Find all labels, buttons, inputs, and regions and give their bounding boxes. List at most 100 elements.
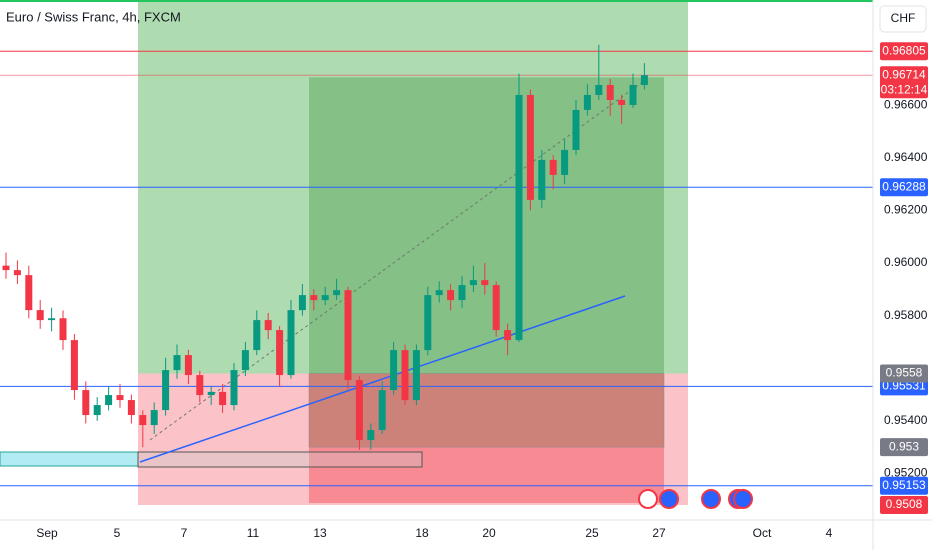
candle-body <box>561 149 569 175</box>
candle-body <box>504 330 512 341</box>
candle-body <box>36 310 44 321</box>
candles <box>2 44 648 450</box>
price-lines <box>0 50 873 487</box>
x-tick-label: Sep <box>36 526 58 540</box>
x-tick-label: 18 <box>415 526 429 540</box>
candle-body <box>367 430 375 441</box>
price-label: 0.9508 <box>886 497 923 511</box>
price-label: 0.95153 <box>882 478 926 492</box>
candle-body <box>230 370 238 406</box>
candle-body <box>355 380 363 441</box>
price-label-bg <box>880 42 928 61</box>
candle-body <box>583 94 591 110</box>
candle-body <box>344 290 352 381</box>
candle-body <box>2 265 10 271</box>
price-label: 0.96805 <box>882 43 926 57</box>
event-icon[interactable] <box>701 489 721 509</box>
x-tick-label: 7 <box>181 526 188 540</box>
candle-body <box>298 295 306 311</box>
candle-body <box>390 350 398 391</box>
candle-body <box>116 395 124 401</box>
x-tick-label: 4 <box>826 526 833 540</box>
candle-body <box>207 391 215 396</box>
candle-body <box>241 350 249 371</box>
candle-body <box>640 75 648 85</box>
candle-body <box>13 270 21 276</box>
event-icons <box>638 489 753 509</box>
price-label-bg <box>880 476 928 495</box>
profit-inner <box>309 77 664 374</box>
candle-body <box>447 290 455 301</box>
candle-body <box>184 355 192 376</box>
candle-body <box>412 350 420 401</box>
zone-left <box>0 451 139 467</box>
candle-body <box>173 355 181 371</box>
candle-body <box>549 159 557 175</box>
price-label: 0.9558 <box>886 366 923 380</box>
candle-body <box>321 295 329 301</box>
x-tick-label: Oct <box>753 526 772 540</box>
trend-line <box>139 295 626 463</box>
candle-body <box>139 415 147 426</box>
y-tick-label: 0.95200 <box>884 466 928 480</box>
x-tick-label: 5 <box>114 526 121 540</box>
price-label-bg <box>880 496 928 515</box>
candle-body <box>515 94 523 341</box>
y-tick-label: 0.95800 <box>884 308 928 322</box>
event-icon[interactable] <box>659 489 679 509</box>
candle-body <box>162 370 170 411</box>
x-tick-label: 11 <box>247 526 260 540</box>
candle-body <box>526 94 534 200</box>
x-tick-label: 20 <box>482 526 496 540</box>
candle-body <box>219 391 227 406</box>
price-label-bg <box>880 66 928 99</box>
candle-body <box>276 330 284 376</box>
price-label-bg <box>880 438 928 457</box>
x-tick-label: 25 <box>585 526 599 540</box>
candle-body <box>310 295 318 301</box>
profit-zone <box>138 0 688 374</box>
candle-body <box>264 320 272 331</box>
candle-body <box>481 280 489 286</box>
y-tick-label: 0.96000 <box>884 255 928 269</box>
price-label-bg <box>880 364 928 383</box>
candle-body <box>333 290 341 296</box>
candle-body <box>25 275 33 311</box>
y-tick-label: 0.96400 <box>884 150 928 164</box>
y-tick-label: 0.96200 <box>884 203 928 217</box>
candle-body <box>93 405 101 416</box>
candle-body <box>70 340 78 391</box>
candle-body <box>538 159 546 200</box>
candle-body <box>401 350 409 401</box>
chart-title: Euro / Swiss Franc, 4h, FXCM <box>6 9 181 24</box>
candle-body <box>595 84 603 95</box>
event-icon[interactable] <box>733 489 753 509</box>
x-tick-label: 13 <box>313 526 327 540</box>
candle-body <box>59 318 67 341</box>
x-tick-label: 27 <box>652 526 666 540</box>
price-label: 0.953 <box>889 439 919 453</box>
price-label-bg <box>880 178 928 197</box>
currency: CHF <box>891 11 916 25</box>
position-zones <box>138 0 688 506</box>
candle-body <box>492 285 500 331</box>
candle-body <box>105 395 113 406</box>
zone-gray <box>137 451 423 468</box>
price-label: 0.96714 <box>882 67 926 81</box>
candle-body <box>629 84 637 105</box>
candle-body <box>287 310 295 376</box>
axis-labels: 0.95200 0.95400 0.95800 0.96000 0.96200 0.964… <box>36 42 928 540</box>
candle-body <box>150 410 158 426</box>
y-tick-label: 0.95400 <box>884 413 928 427</box>
currency-box[interactable] <box>879 5 927 33</box>
candle-body <box>572 109 580 150</box>
candle-body <box>48 318 56 321</box>
candle-body <box>469 280 477 286</box>
candle-body <box>378 390 386 431</box>
candle-body <box>196 375 204 396</box>
y-tick-label: 0.96600 <box>884 97 928 111</box>
candle-body <box>435 290 443 296</box>
event-icon[interactable] <box>638 489 658 509</box>
